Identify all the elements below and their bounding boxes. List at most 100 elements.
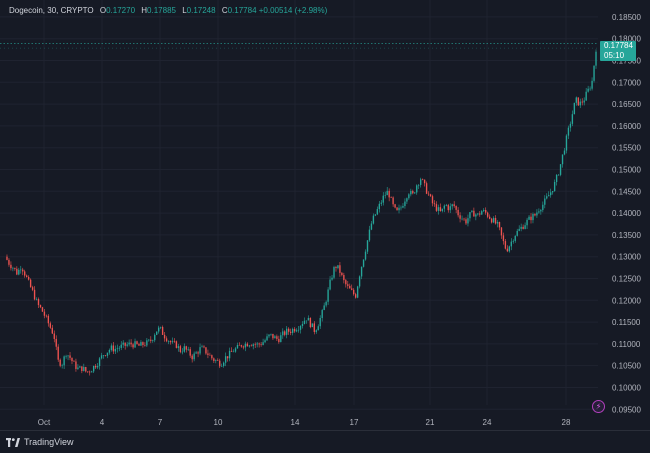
y-tick-label: 0.15500	[612, 144, 641, 153]
y-tick-label: 0.11500	[612, 318, 641, 327]
candle-body	[120, 344, 122, 348]
candle-body	[471, 210, 473, 213]
candle-body	[85, 367, 87, 372]
candle-body	[69, 355, 71, 358]
candle-body	[183, 346, 185, 352]
candle-body	[53, 333, 55, 339]
candle-body	[18, 269, 20, 275]
candle-body	[398, 207, 400, 211]
candle-body	[31, 287, 34, 290]
candle-body	[477, 213, 479, 215]
candle-body	[98, 358, 101, 366]
candle-body	[242, 346, 245, 348]
candle-body	[528, 216, 530, 220]
candle-body	[463, 218, 465, 220]
candle-body	[496, 222, 499, 224]
candle-body	[467, 218, 469, 224]
x-tick-label: 24	[483, 418, 492, 427]
candle-body	[307, 317, 310, 321]
y-tick-label: 0.14500	[612, 187, 641, 196]
candle-body	[520, 226, 522, 229]
candle-body	[500, 227, 503, 236]
candle-body	[221, 366, 223, 367]
legend-close-label: C	[221, 6, 228, 15]
candle-body	[356, 286, 359, 298]
candle-body	[546, 196, 548, 199]
candle-body	[504, 241, 507, 249]
tradingview-brand[interactable]: TradingView	[6, 437, 74, 447]
candle-body	[228, 350, 231, 359]
candle-body	[571, 114, 574, 124]
candle-body	[215, 360, 217, 361]
candle-body	[311, 323, 314, 328]
candle-body	[386, 190, 388, 196]
candle-body	[230, 350, 233, 352]
candle-body	[264, 340, 266, 343]
candle-body	[555, 174, 558, 182]
candle-body	[315, 330, 317, 332]
candle-body	[10, 264, 12, 269]
price-chart[interactable]: 0.185000.180000.175000.170000.165000.160…	[0, 0, 650, 430]
candle-body	[548, 195, 550, 197]
candle-body	[55, 338, 57, 347]
candle-body	[325, 301, 327, 306]
candle-body	[289, 331, 292, 333]
candle-body	[167, 341, 170, 342]
candle-body	[232, 351, 235, 353]
candle-body	[246, 343, 249, 347]
candle-body	[57, 346, 59, 360]
candle-body	[309, 317, 312, 328]
candle-body	[494, 218, 497, 224]
candle-body	[268, 334, 270, 337]
candle-body	[65, 356, 67, 357]
candle-body	[138, 344, 140, 346]
candle-body	[73, 361, 75, 362]
candle-body	[416, 185, 418, 193]
candle-body	[288, 328, 290, 332]
candle-body	[258, 343, 260, 345]
candle-body	[540, 210, 542, 212]
candle-body	[522, 226, 524, 229]
candle-body	[569, 123, 572, 128]
candle-body	[439, 207, 442, 212]
lightning-icon[interactable]: ⚡	[592, 400, 605, 413]
tradingview-logo-icon	[6, 437, 20, 447]
candle-body	[146, 340, 148, 346]
candle-body	[301, 323, 304, 327]
y-tick-label: 0.18500	[612, 13, 641, 22]
candle-body	[47, 315, 50, 324]
legend-low-label: L	[182, 6, 187, 15]
candle-body	[179, 346, 182, 352]
time-axis[interactable]: Oct 4 7 10 14 17 21 24 28	[38, 418, 571, 427]
candle-body	[337, 265, 339, 269]
candle-body	[156, 331, 158, 335]
candle-body	[488, 216, 491, 219]
candle-body	[575, 97, 578, 103]
candle-body	[435, 204, 438, 211]
candle-body	[201, 346, 203, 348]
price-axis[interactable]: 0.185000.180000.175000.170000.165000.160…	[612, 13, 641, 414]
candle-body	[551, 191, 554, 193]
candle-body	[349, 285, 351, 289]
candle-body	[222, 362, 225, 367]
y-tick-label: 0.11000	[612, 340, 641, 349]
legend-open-value: 0.17270	[106, 6, 136, 15]
candle-body	[473, 210, 475, 217]
candle-body	[327, 289, 329, 302]
candle-body	[433, 203, 436, 205]
candle-body	[376, 209, 379, 215]
candle-body	[341, 272, 343, 276]
candle-body	[193, 353, 195, 360]
candle-body	[490, 218, 493, 223]
candle-body	[286, 328, 288, 335]
candle-body	[280, 335, 282, 343]
candle-body	[116, 348, 118, 350]
candle-body	[514, 235, 516, 241]
candle-body	[358, 276, 361, 287]
candle-body	[112, 345, 115, 352]
legend-open-label: O	[99, 6, 107, 15]
candle-body	[87, 371, 89, 373]
candle-body	[382, 195, 384, 203]
candle-body	[299, 326, 302, 330]
candle-body	[455, 206, 457, 210]
